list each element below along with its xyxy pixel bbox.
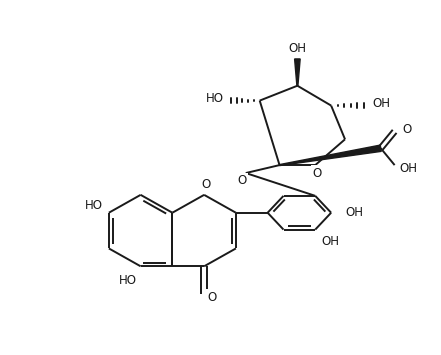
Text: OH: OH [345,206,363,219]
Polygon shape [280,145,381,165]
Text: O: O [202,179,211,191]
Text: OH: OH [321,235,339,248]
Text: HO: HO [206,92,224,105]
Text: HO: HO [85,199,103,212]
Text: O: O [207,290,217,304]
Text: O: O [237,174,247,187]
Text: OH: OH [288,42,306,55]
Text: O: O [403,123,412,136]
Text: HO: HO [119,274,137,287]
Polygon shape [295,59,300,86]
Text: O: O [313,166,322,180]
Text: OH: OH [373,97,391,110]
Text: OH: OH [400,162,418,175]
